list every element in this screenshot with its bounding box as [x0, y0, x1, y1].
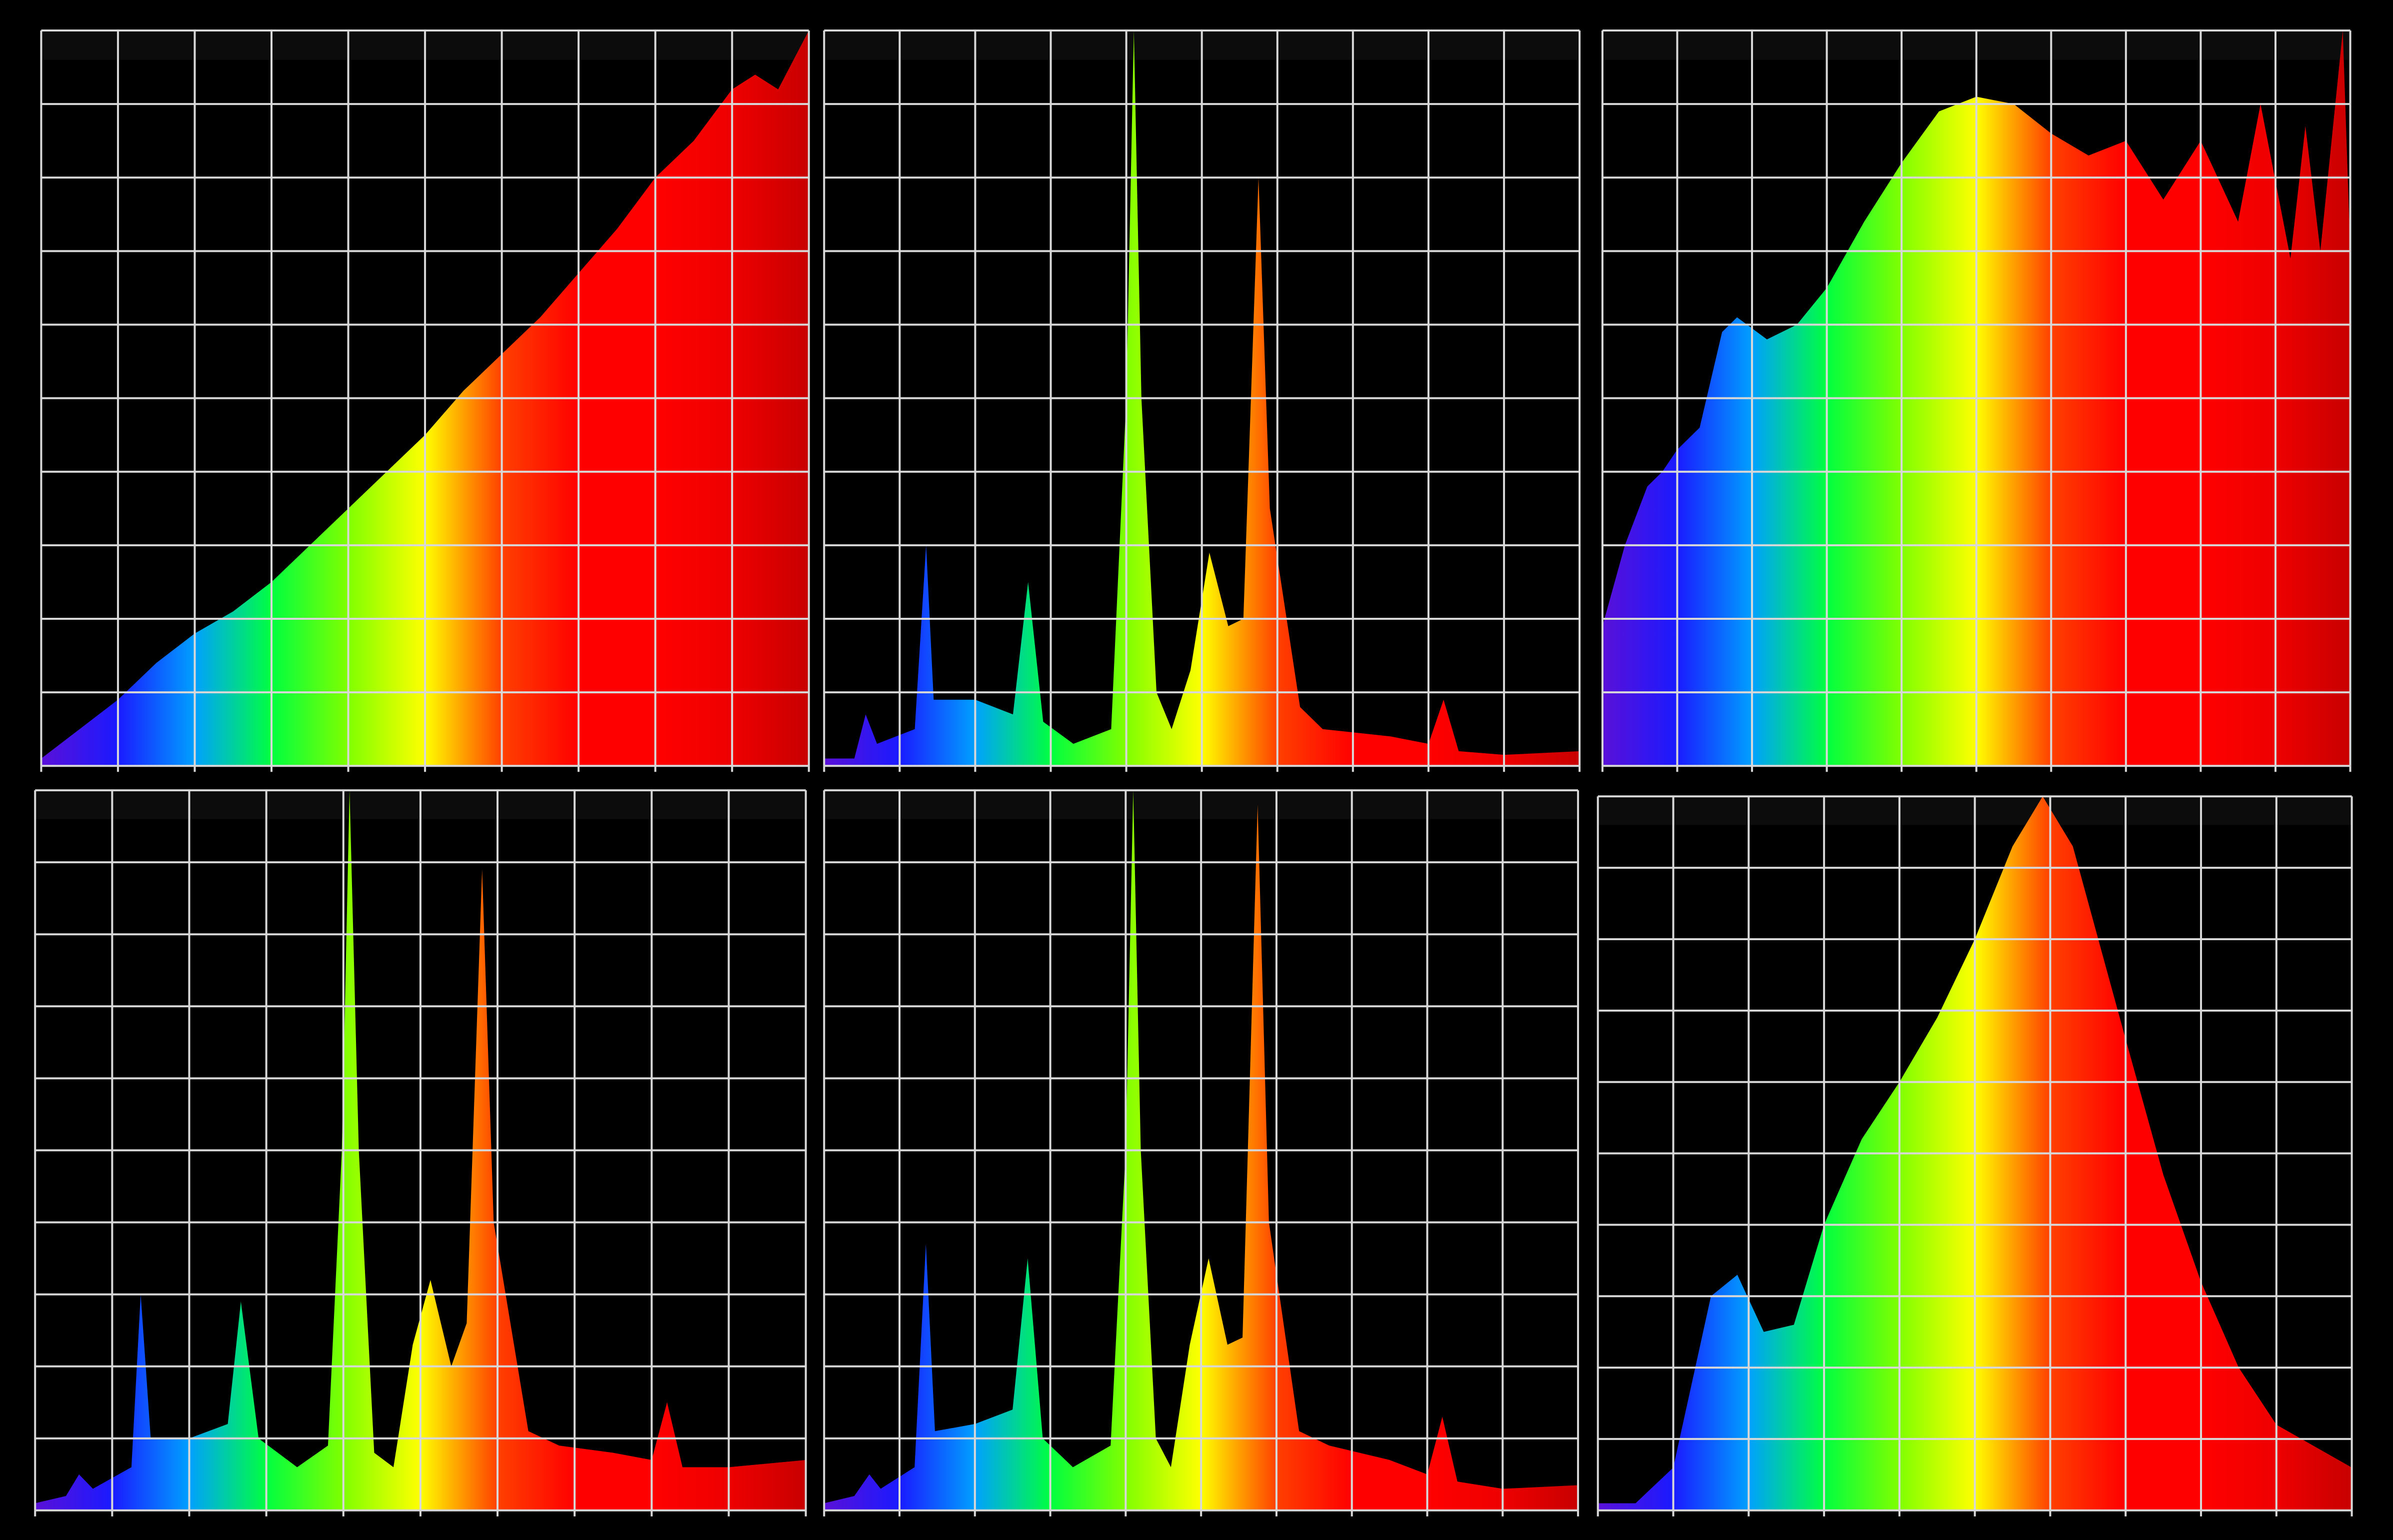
spectrum-chart: [823, 29, 1581, 772]
spectrum-area: [41, 30, 809, 766]
spectrum-chart: [1596, 795, 2353, 1517]
spectrum-chart: [1601, 29, 2352, 772]
spectrum-chart: [40, 29, 810, 772]
spectrum-chart: [823, 789, 1580, 1517]
spectrum-chart: [34, 789, 807, 1517]
